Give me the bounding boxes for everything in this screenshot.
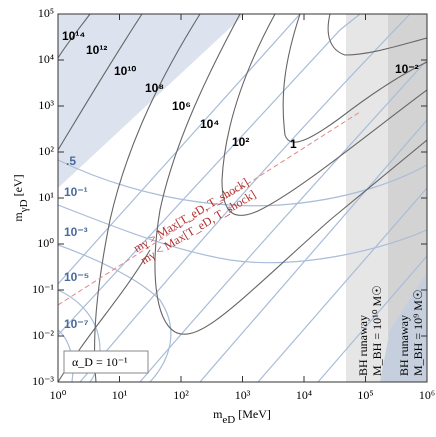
y-tick-label: 10⁰ bbox=[37, 236, 54, 250]
black-labels: 10¹⁴ 10¹² 10¹⁰ 10⁸ 10⁶ 10⁴ 10² 1 10⁻² bbox=[62, 29, 419, 151]
y-tick-label: 10⁻¹ bbox=[32, 282, 54, 296]
contour-label: 10¹² bbox=[86, 43, 107, 57]
y-label-symbol: m bbox=[11, 212, 25, 222]
y-tick-label: 10⁻² bbox=[32, 328, 54, 342]
contour-label: 10⁸ bbox=[145, 81, 164, 95]
blue-labels: .5 10⁻¹ 10⁻³ 10⁻⁵ 10⁻⁷ bbox=[64, 154, 89, 331]
band-text: M_BH = 10¹⁰ M☉ bbox=[370, 285, 384, 376]
x-tick-label: 10⁴ bbox=[296, 388, 312, 402]
y-tick-label: 10² bbox=[38, 144, 54, 158]
x-label-sub: eD bbox=[222, 414, 235, 426]
contour-label: 1 bbox=[290, 137, 297, 151]
x-label-symbol: m bbox=[213, 407, 223, 421]
contour-label: 10¹⁴ bbox=[62, 29, 85, 43]
band-label: BH runaway M_BH = 10⁹ M☉ bbox=[397, 289, 425, 376]
y-tick-label: 10¹ bbox=[38, 190, 54, 204]
contour-label: 10² bbox=[232, 135, 249, 149]
band-text: M_BH = 10⁹ M☉ bbox=[411, 289, 425, 376]
x-tick-label: 10¹ bbox=[112, 388, 128, 402]
corner-region bbox=[380, 272, 427, 382]
coupling-label: α_D = 10⁻¹ bbox=[72, 355, 128, 369]
y-label-unit: [eV] bbox=[11, 174, 25, 196]
contour-label: .5 bbox=[66, 154, 76, 168]
x-tick-label: 10⁵ bbox=[357, 388, 373, 402]
contour-label: 10⁻⁷ bbox=[64, 317, 89, 331]
x-tick-label: 10⁰ bbox=[50, 388, 67, 402]
band-text: BH runaway bbox=[397, 315, 411, 376]
ticks: 10⁰ 10¹ 10² 10³ 10⁴ 10⁵ 10⁶ 10⁻³ 10⁻² 10⁻¹ 10⁰ 10¹ 1… bbox=[32, 6, 435, 402]
x-tick-label: 10² bbox=[173, 388, 189, 402]
contour-label: 10⁶ bbox=[172, 99, 191, 113]
y-axis-label: mγD [eV] bbox=[11, 174, 30, 221]
contour-label: 10⁻⁵ bbox=[64, 270, 89, 284]
y-label-sub: γD bbox=[18, 199, 30, 213]
contour-label: 10⁻² bbox=[395, 62, 419, 76]
y-tick-label: 10⁻³ bbox=[32, 374, 54, 388]
y-tick-label: 10⁵ bbox=[38, 6, 54, 20]
x-axis-label: meD [MeV] bbox=[213, 407, 271, 426]
y-tick-label: 10³ bbox=[38, 98, 54, 112]
contour-label: 10¹⁰ bbox=[114, 64, 136, 78]
black-contours bbox=[58, 14, 427, 382]
contour-label: 10⁻¹ bbox=[64, 185, 88, 199]
contour-label: 10⁻³ bbox=[64, 225, 88, 239]
x-tick-label: 10⁶ bbox=[419, 388, 435, 402]
boundary-line bbox=[58, 111, 361, 306]
blue-contours bbox=[58, 14, 427, 382]
x-label-unit: [MeV] bbox=[238, 407, 271, 421]
coupling-box bbox=[63, 350, 149, 374]
x-tick-label: 10³ bbox=[235, 388, 251, 402]
y-tick-label: 10⁴ bbox=[38, 52, 54, 66]
band-label: BH runaway M_BH = 10¹⁰ M☉ bbox=[356, 285, 384, 376]
contour-label: 10⁴ bbox=[200, 117, 219, 131]
plot-area bbox=[58, 14, 427, 382]
band-text: BH runaway bbox=[356, 315, 370, 376]
